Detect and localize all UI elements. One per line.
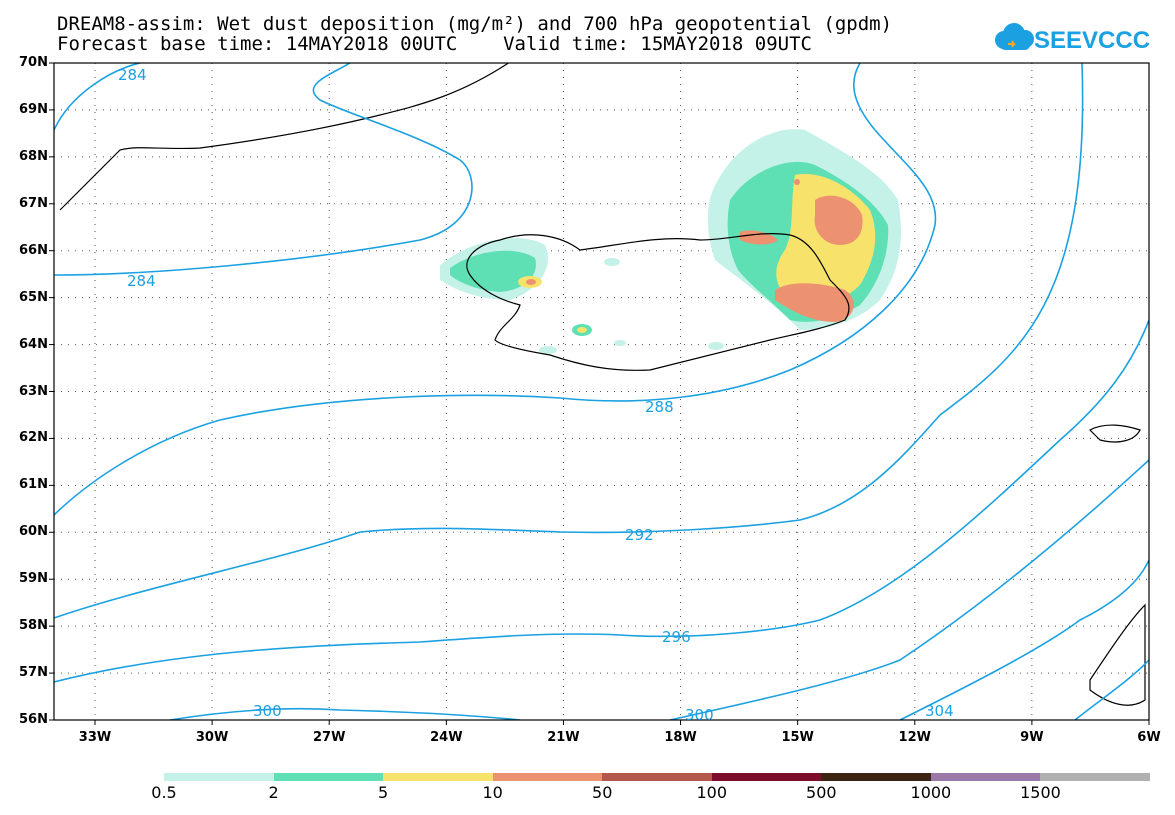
latitude-label: 69N <box>19 101 48 117</box>
map-title: DREAM8-assim: Wet dust deposition (mg/m²… <box>57 13 893 35</box>
colorbar-label: 500 <box>806 783 837 802</box>
longitude-label: 15W <box>781 730 814 745</box>
colorbar-label: 10 <box>482 783 503 802</box>
latitude-label: 65N <box>19 289 48 305</box>
latitude-label: 60N <box>19 524 48 540</box>
contour-label: 300 <box>253 702 282 720</box>
latitude-label: 62N <box>19 430 48 446</box>
longitude-label: 33W <box>78 730 112 745</box>
cloud-icon <box>995 23 1034 50</box>
longitude-label: 18W <box>664 730 697 745</box>
colorbar-swatch <box>602 773 712 781</box>
longitude-label: 12W <box>898 730 931 745</box>
contour-label: 292 <box>625 526 654 544</box>
colorbar-label: 5 <box>378 783 389 802</box>
latitude-label: 57N <box>19 665 48 681</box>
colorbar-swatch <box>383 773 493 781</box>
latitude-label: 66N <box>19 242 48 258</box>
longitude-label: 24W <box>430 730 463 745</box>
contour-labels: 284 284 288 292 296 300 300 304 <box>118 66 954 724</box>
longitude-label: 27W <box>313 730 346 745</box>
latitude-label: 68N <box>19 148 48 164</box>
geopotential-contours <box>54 63 1149 720</box>
longitude-label: 9W <box>1020 730 1044 745</box>
longitude-label: 30W <box>195 730 229 745</box>
seevccc-logo: SEEVCCC <box>995 23 1150 54</box>
svg-text:SEEVCCC: SEEVCCC <box>1034 27 1150 54</box>
colorbar-label: 100 <box>696 783 728 802</box>
latitude-label: 67N <box>19 195 48 211</box>
contour-label: 284 <box>118 66 147 84</box>
contour-label: 296 <box>662 628 691 646</box>
coastlines <box>59 63 1146 706</box>
colorbar-swatch <box>930 773 1041 781</box>
longitude-label: 21W <box>547 730 580 745</box>
colorbar-swatch <box>711 773 822 781</box>
latitude-label: 64N <box>19 336 48 352</box>
latitude-label: 56N <box>19 712 48 727</box>
colorbar-label: 50 <box>592 783 613 802</box>
contour-label: 284 <box>127 272 156 290</box>
latitude-label: 59N <box>19 571 48 587</box>
colorbar-label: 0.5 <box>151 783 177 802</box>
latitude-label: 70N <box>19 55 48 70</box>
graticule <box>54 63 1149 720</box>
map-frame <box>53 62 1150 721</box>
colorbar-swatch <box>164 773 274 781</box>
latitude-label: 63N <box>19 383 48 399</box>
colorbar-swatch <box>1040 773 1150 781</box>
colorbar-swatch <box>492 773 603 781</box>
contour-label: 304 <box>925 702 954 720</box>
colorbar-label: 1500 <box>1020 783 1061 802</box>
colorbar-swatch <box>273 773 384 781</box>
colorbar-label: 1000 <box>910 783 952 802</box>
colorbar-swatch <box>821 773 931 781</box>
colorbar <box>164 773 1150 781</box>
latitude-label: 61N <box>19 477 48 493</box>
map-subtitle: Forecast base time: 14MAY2018 00UTC Vali… <box>57 33 812 55</box>
contour-label: 288 <box>645 398 674 416</box>
contour-label: 300 <box>685 706 714 724</box>
longitude-label: 6W <box>1137 730 1161 745</box>
colorbar-label: 2 <box>268 783 279 802</box>
dust-deposition-field <box>440 129 901 354</box>
latitude-label: 58N <box>19 618 48 634</box>
